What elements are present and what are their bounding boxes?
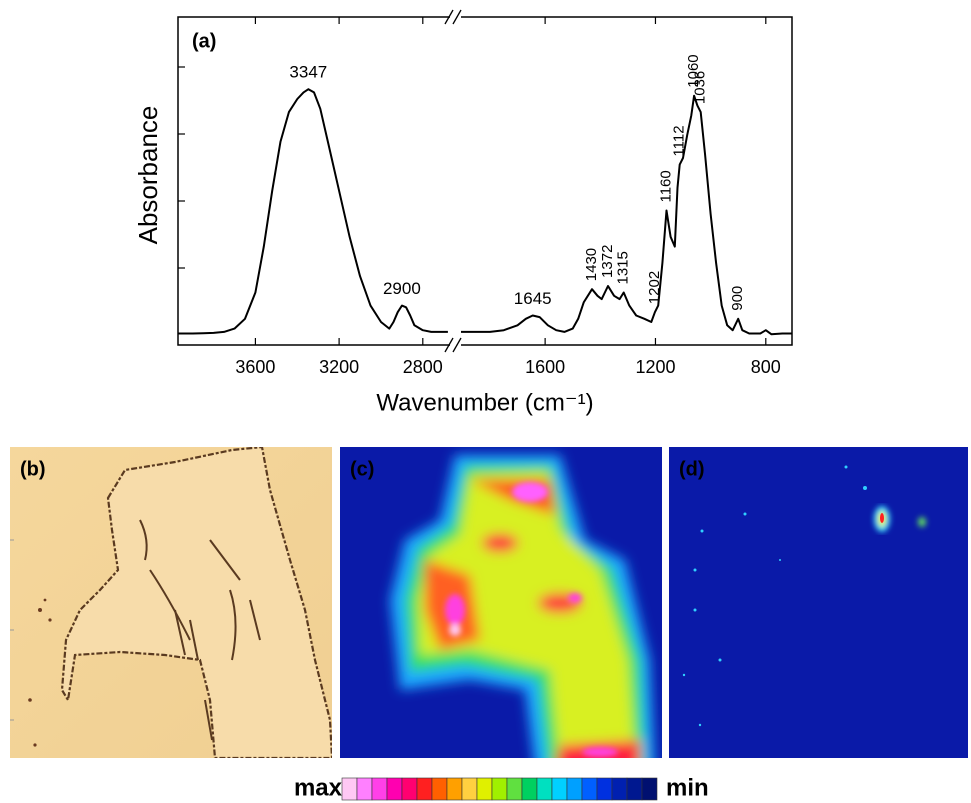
x-tick-label: 1200: [635, 357, 675, 377]
colorbar-cell: [596, 777, 613, 801]
panel-label: (c): [350, 458, 374, 480]
peak-label: 2900: [383, 279, 421, 298]
peak-label: 1430: [583, 248, 600, 281]
axis-break-gap: [450, 10, 461, 24]
peak-label: 1112: [671, 125, 688, 156]
axis-break-marks: [444, 9, 462, 353]
colorbar-cell: [416, 777, 433, 801]
peak-label: 3347: [289, 63, 327, 82]
peak-label: 1060: [685, 54, 702, 87]
colorbar-min-label: min: [666, 774, 709, 801]
axis-break-gap: [450, 338, 461, 352]
x-tick-label: 1600: [525, 357, 565, 377]
peak-label: 1645: [514, 289, 552, 308]
spectrum-line: [461, 94, 792, 336]
colorbar-cell: [551, 777, 568, 801]
peak-label: 1160: [657, 170, 674, 202]
colorbar-cell: [641, 777, 658, 801]
panel-label: (a): [192, 30, 216, 52]
optical-image: [10, 447, 332, 758]
chemical-map: [340, 447, 662, 758]
colorbar-cell: [386, 777, 403, 801]
peak-label: 1372: [599, 245, 616, 278]
colorbar-cell: [371, 777, 388, 801]
y-axis-ticks: [178, 66, 185, 269]
colorbar-cell: [431, 777, 448, 801]
colorbar-cell: [566, 777, 583, 801]
colorbar-cell: [476, 777, 493, 801]
colorbar-cell: [536, 777, 553, 801]
colorbar-cell: [356, 777, 373, 801]
colorbar-cell: [461, 777, 478, 801]
colorbar-cell: [446, 777, 463, 801]
spectrum-line: [178, 88, 448, 335]
y-axis-title: Absorbance: [133, 106, 163, 245]
colorbar-cell: [341, 777, 358, 801]
x-tick-label: 3200: [319, 357, 359, 377]
chemical-map: [669, 447, 968, 758]
colorbar-cell: [401, 777, 418, 801]
colorbar-max-label: max: [294, 774, 343, 801]
x-tick-label: 800: [751, 357, 781, 377]
x-tick-label: 2800: [403, 357, 443, 377]
panel-label: (d): [679, 458, 705, 480]
colorbar-cell: [611, 777, 628, 801]
colorbar-cell: [491, 777, 508, 801]
peak-label: 1036: [692, 71, 709, 104]
peak-label: 900: [729, 286, 746, 311]
colorbar-cell: [521, 777, 538, 801]
x-tick-label: 3600: [235, 357, 275, 377]
colorbar-cell: [581, 777, 598, 801]
plot-frame: [177, 16, 793, 346]
colorbar-cell: [506, 777, 523, 801]
peak-label: 1202: [646, 271, 663, 304]
x-axis-title: Wavenumber (cm⁻¹): [376, 389, 593, 416]
peak-label: 1315: [615, 251, 632, 284]
panel-label: (b): [20, 458, 46, 480]
colorbar-cell: [626, 777, 643, 801]
